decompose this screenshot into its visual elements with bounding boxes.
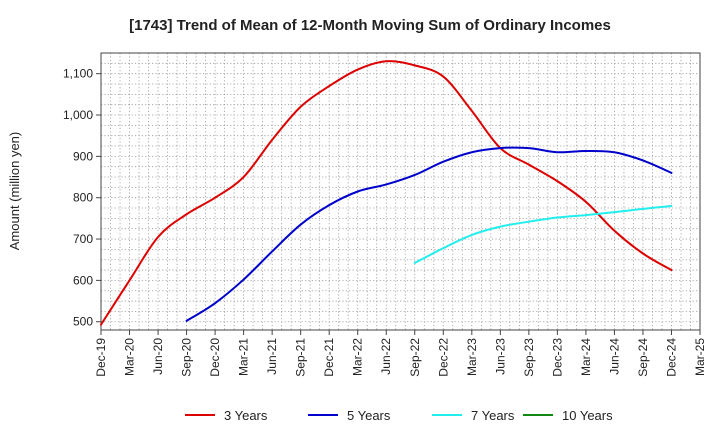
legend: 3 Years 5 Years 7 Years 10 Years [185,408,613,423]
x-tick-label: Sep-21 [294,338,308,377]
x-tick-label: Jun-23 [493,338,507,375]
x-tick-label: Jun-22 [379,338,393,375]
x-tick-label: Dec-22 [436,338,450,377]
x-tick-label: Mar-21 [237,338,251,376]
plot-background [101,53,700,330]
x-tick-label: Dec-24 [664,338,678,377]
x-tick-label: Jun-24 [607,338,621,375]
x-tick-label: Mar-23 [465,338,479,376]
x-tick-label: Mar-24 [579,338,593,376]
legend-label-7-years: 7 Years [471,408,515,423]
x-tick-label: Dec-20 [208,338,222,377]
series-line-5-years [185,146,673,322]
legend-label-3-years: 3 Years [224,408,268,423]
plot-frame [100,52,701,331]
x-tick-label: Jun-20 [151,338,165,375]
x-tick-label: Sep-24 [636,338,650,377]
legend-label-5-years: 5 Years [347,408,391,423]
series-line-7-years [413,204,673,265]
plot-area: 500 600 700 800 900 1,000 1,100 Dec-19 Mar-20 Jun… [63,52,707,377]
y-tick-label: 1,100 [63,67,93,81]
y-tick-label: 800 [73,191,93,205]
legend-label-10-years: 10 Years [562,408,613,423]
x-tick-label: Sep-22 [408,338,422,377]
y-tick-label: 700 [73,232,93,246]
x-tick-label: Sep-20 [180,338,194,377]
y-tick-label: 500 [73,315,93,329]
x-tick-label: Sep-23 [522,338,536,377]
x-tick-label: Mar-25 [693,338,707,376]
y-tick-label: 600 [73,273,93,287]
x-tick-label: Mar-20 [123,338,137,376]
x-tick-label: Jun-21 [265,338,279,375]
chart-title: [1743] Trend of Mean of 12-Month Moving … [129,17,611,34]
y-axis-label: Amount (million yen) [7,132,22,251]
x-tick-label: Dec-21 [322,338,336,377]
y-tick-label: 900 [73,149,93,163]
y-tick-label: 1,000 [63,108,93,122]
x-tick-label: Dec-19 [94,338,108,377]
x-tick-label: Dec-23 [550,338,564,377]
x-tick-label: Mar-22 [351,338,365,376]
series-line-3-years [100,60,673,326]
